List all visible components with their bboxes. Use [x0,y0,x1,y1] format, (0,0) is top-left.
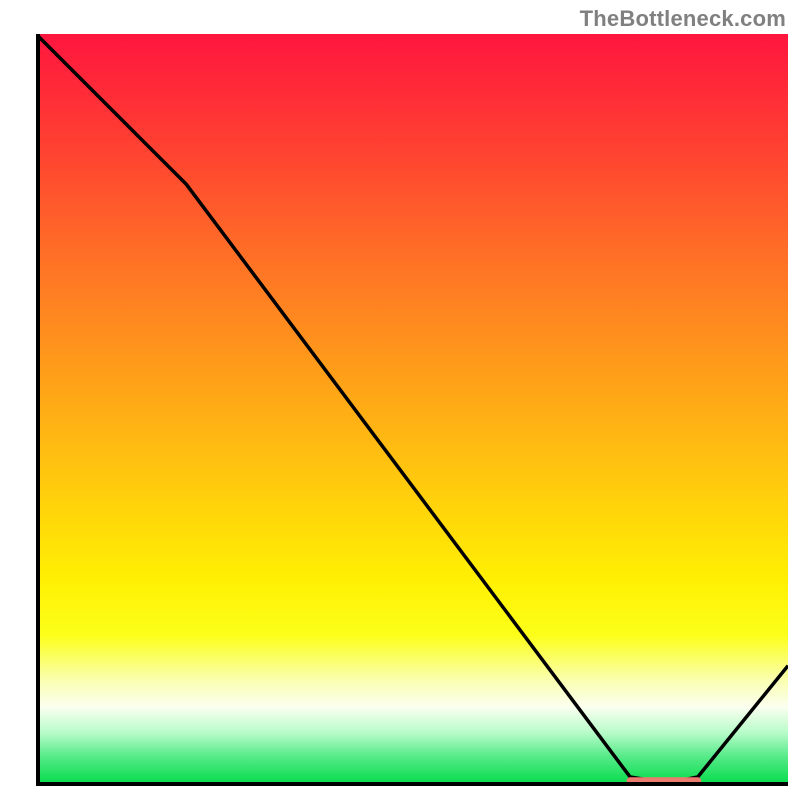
plot-background-gradient [36,34,788,786]
watermark-text: TheBottleneck.com [580,6,786,32]
plot-area [36,34,788,786]
canvas-root: TheBottleneck.com [0,0,800,800]
